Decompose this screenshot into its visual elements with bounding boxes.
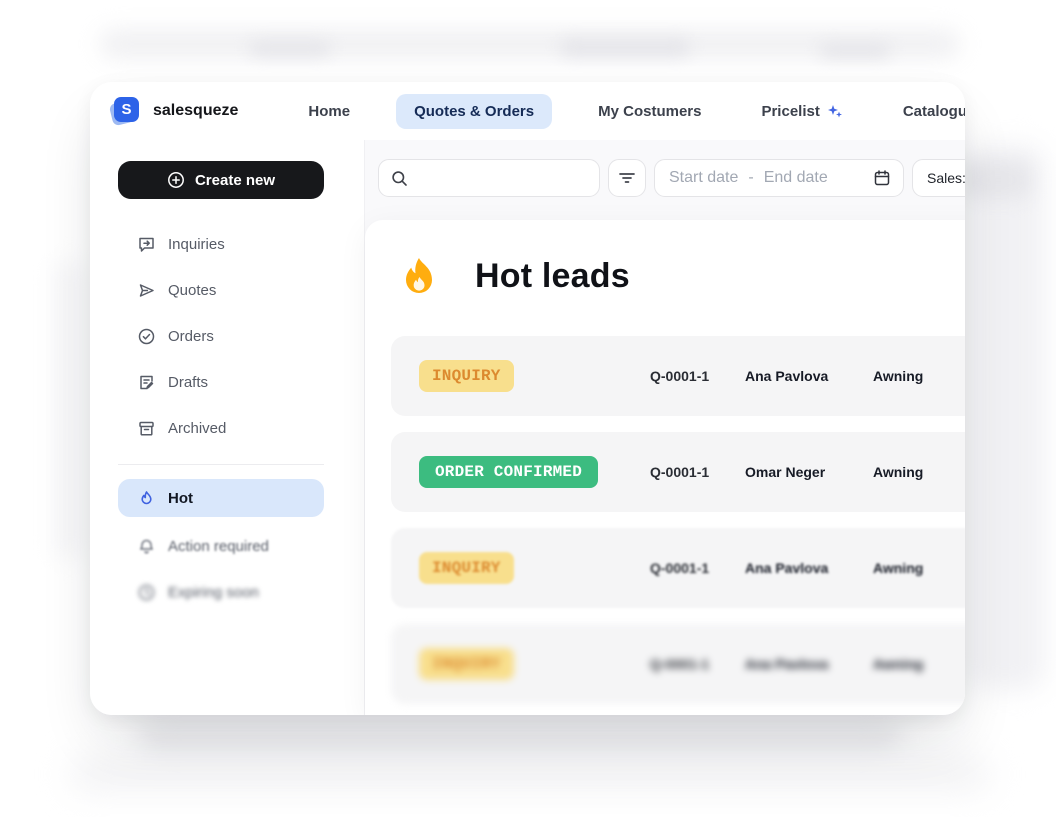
nav-home-label: Home xyxy=(308,102,351,120)
blur-decoration xyxy=(100,30,960,58)
sidebar-item-label: Orders xyxy=(168,327,214,345)
draft-document-icon xyxy=(137,373,156,392)
blur-decoration xyxy=(140,722,900,758)
blur-decoration xyxy=(70,757,990,791)
ai-sparkle-icon xyxy=(827,105,842,118)
toolbar: Start date - End date Sales: Any xyxy=(365,140,965,197)
sidebar: Create new Inquiries xyxy=(90,140,365,715)
clock-icon xyxy=(137,583,156,602)
nav-catalogue-label: Catalogue xyxy=(902,102,965,120)
sidebar-item-drafts[interactable]: Drafts xyxy=(118,359,344,405)
status-badge: INQUIRY xyxy=(419,360,514,392)
date-separator: - xyxy=(748,169,754,186)
lead-customer: Omar Neger xyxy=(745,464,826,480)
nav-pricelist-label: Pricelist xyxy=(761,102,820,120)
sidebar-menu: Inquiries Quotes xyxy=(118,221,344,451)
blur-decoration xyxy=(966,145,1044,690)
sidebar-item-label: Archived xyxy=(168,419,227,437)
brand-logo-icon: S xyxy=(108,96,142,127)
nav-quotes-orders-label: Quotes & Orders xyxy=(414,102,535,120)
status-badge: INQUIRY xyxy=(419,552,514,584)
panel-header: Hot leads xyxy=(391,254,965,298)
status-badge: INQUIRY xyxy=(419,648,514,680)
nav-quotes-orders[interactable]: Quotes & Orders xyxy=(396,93,553,129)
top-nav: S salesqueze Home Quotes & Orders My Cos… xyxy=(90,82,965,140)
sidebar-item-quotes[interactable]: Quotes xyxy=(118,267,344,313)
sidebar-item-inquiries[interactable]: Inquiries xyxy=(118,221,344,267)
lead-row[interactable]: INQUIRY Q-0001-1 Ana Pavlova Awning xyxy=(391,528,965,608)
nav-my-costumers-label: My Costumers xyxy=(598,102,702,120)
plus-circle-icon xyxy=(168,172,184,188)
nav-home[interactable]: Home xyxy=(294,94,364,129)
end-date-placeholder: End date xyxy=(763,169,828,186)
sidebar-item-label: Expiring soon xyxy=(168,583,259,601)
date-range-input[interactable]: Start date - End date xyxy=(654,159,904,197)
lead-id: Q-0001-1 xyxy=(650,656,710,672)
sales-filter-dropdown[interactable]: Sales: Any xyxy=(912,159,965,197)
status-badge: ORDER CONFIRMED xyxy=(419,456,599,488)
flame-emoji-icon xyxy=(403,257,435,295)
lead-product: Awning xyxy=(873,560,924,576)
bell-icon xyxy=(137,537,156,556)
lead-id: Q-0001-1 xyxy=(650,560,710,576)
nav-catalogue[interactable]: Catalogue xyxy=(889,94,965,129)
archive-box-icon xyxy=(137,419,156,438)
sidebar-item-label: Action required xyxy=(168,537,269,555)
app-window: S salesqueze Home Quotes & Orders My Cos… xyxy=(90,82,965,715)
sidebar-item-label: Quotes xyxy=(168,281,217,299)
send-icon xyxy=(137,281,156,300)
sales-filter-label: Sales: xyxy=(927,170,965,186)
sidebar-item-hot[interactable]: Hot xyxy=(118,479,324,517)
main-content: Start date - End date Sales: Any xyxy=(365,140,965,715)
flame-icon xyxy=(137,489,156,508)
lead-product: Awning xyxy=(873,368,924,384)
brand-logo[interactable]: S salesqueze xyxy=(108,96,239,127)
sidebar-item-orders[interactable]: Orders xyxy=(118,313,344,359)
hot-leads-panel: Hot leads INQUIRY Q-0001-1 Ana Pavlova A… xyxy=(365,220,965,715)
create-new-label: Create new xyxy=(194,171,276,189)
sidebar-item-label: Inquiries xyxy=(168,235,225,253)
blur-decoration xyxy=(820,44,890,57)
search-icon xyxy=(392,170,407,186)
lead-id: Q-0001-1 xyxy=(650,464,710,480)
page-title: Hot leads xyxy=(475,256,630,295)
calendar-icon xyxy=(873,169,891,187)
nav-pricelist[interactable]: Pricelist xyxy=(747,94,856,129)
lead-product: Awning xyxy=(873,656,924,672)
sidebar-divider xyxy=(118,464,324,465)
lead-row[interactable]: ORDER CONFIRMED Q-0001-1 Omar Neger Awni… xyxy=(391,432,965,512)
sidebar-item-action-required[interactable]: Action required xyxy=(118,523,344,569)
lead-customer: Ana Pavlova xyxy=(745,560,829,576)
create-new-button[interactable]: Create new xyxy=(118,161,324,199)
sidebar-item-archived[interactable]: Archived xyxy=(118,405,344,451)
sidebar-item-label: Drafts xyxy=(168,373,209,391)
blur-decoration xyxy=(966,162,1030,198)
logo-letter: S xyxy=(114,97,139,122)
start-date-placeholder: Start date xyxy=(669,169,739,186)
blur-decoration xyxy=(560,40,690,55)
nav-items: Home Quotes & Orders My Costumers Pricel… xyxy=(294,93,965,129)
lead-id: Q-0001-1 xyxy=(650,368,710,384)
lead-product: Awning xyxy=(873,464,924,480)
lead-row[interactable]: INQUIRY Q-0001-1 Ana Pavlova Awning xyxy=(391,624,965,704)
lead-rows: INQUIRY Q-0001-1 Ana Pavlova Awning ORDE… xyxy=(391,336,965,704)
inquiry-bubble-icon xyxy=(137,235,156,254)
brand-name: salesqueze xyxy=(153,102,239,119)
sidebar-item-expiring-soon[interactable]: Expiring soon xyxy=(118,569,344,615)
nav-my-costumers[interactable]: My Costumers xyxy=(584,94,715,129)
filter-button[interactable] xyxy=(608,159,646,197)
filter-icon xyxy=(619,173,635,183)
search-input[interactable] xyxy=(416,170,587,186)
sidebar-item-label: Hot xyxy=(168,489,193,507)
search-box xyxy=(378,159,600,197)
lead-customer: Ana Pavlova xyxy=(745,656,829,672)
blur-decoration xyxy=(250,42,330,55)
lead-row[interactable]: INQUIRY Q-0001-1 Ana Pavlova Awning xyxy=(391,336,965,416)
lead-customer: Ana Pavlova xyxy=(745,368,829,384)
blur-decoration xyxy=(56,260,84,560)
check-circle-icon xyxy=(137,327,156,346)
